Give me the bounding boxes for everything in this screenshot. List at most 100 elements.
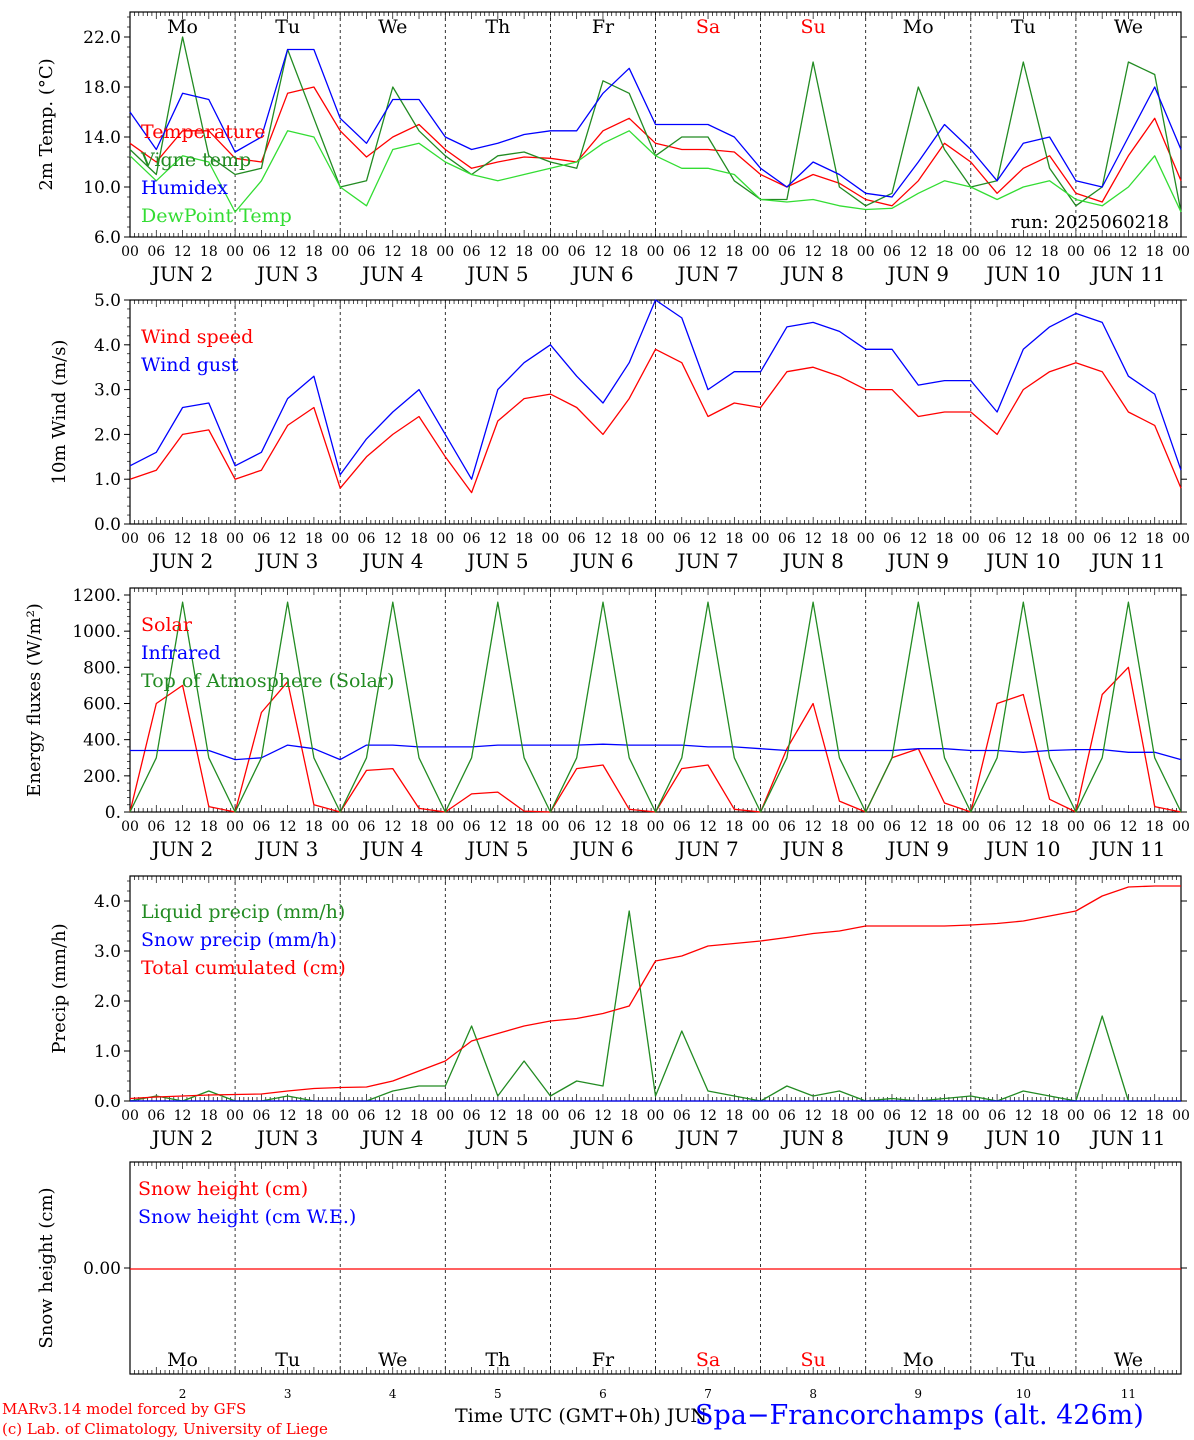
hour-tick-label: 00 (121, 531, 139, 547)
y-tick-label: 14.0 (83, 128, 121, 148)
weekday-label: Tu (1011, 1349, 1036, 1371)
hour-tick-label: 18 (831, 819, 849, 835)
legend-entry: Snow height (cm) (138, 1178, 308, 1200)
legend-entry: Top of Atmosphere (Solar) (141, 670, 394, 692)
panel-3 (124, 587, 1187, 813)
hour-tick-label: 18 (1146, 819, 1164, 835)
hour-tick-label: 06 (358, 531, 376, 547)
panel-frame (129, 587, 1182, 813)
date-label: JUN 6 (570, 549, 633, 573)
date-label: JUN 3 (255, 837, 318, 861)
hour-tick-label: 00 (962, 531, 980, 547)
date-label: JUN 3 (255, 549, 318, 573)
hour-tick-label: 12 (489, 1108, 507, 1124)
y-tick-label: 0. (105, 803, 121, 823)
date-label: JUN 9 (886, 549, 949, 573)
date-label: JUN 8 (780, 837, 843, 861)
weekday-label: Su (801, 1349, 826, 1371)
date-label: JUN 7 (675, 262, 738, 286)
hour-tick-label: 00 (647, 1108, 665, 1124)
hour-tick-label: 12 (804, 819, 822, 835)
panel-frame (129, 299, 1182, 525)
hour-tick-label: 12 (1014, 531, 1032, 547)
date-label: JUN 2 (150, 549, 213, 573)
hour-tick-label: 12 (174, 1108, 192, 1124)
hour-tick-label: 00 (121, 1108, 139, 1124)
hour-tick-label: 06 (988, 819, 1006, 835)
legend-entry: Humidex (141, 177, 228, 199)
hour-tick-label: 06 (147, 819, 165, 835)
hour-tick-label: 12 (1014, 819, 1032, 835)
series-line-dewpoint-temp (129, 130, 1182, 213)
hour-tick-label: 18 (200, 1108, 218, 1124)
hour-tick-label: 06 (358, 819, 376, 835)
hour-tick-label: 12 (594, 531, 612, 547)
series-line-humidex (129, 48, 1182, 198)
hour-tick-label: 18 (410, 819, 428, 835)
hour-tick-label: 00 (436, 244, 454, 260)
y-tick-label: 6.0 (94, 228, 121, 248)
y-axis-label: Precip (mm/h) (49, 923, 70, 1053)
hour-tick-label: 00 (331, 531, 349, 547)
hour-tick-label: 00 (962, 819, 980, 835)
day-number-label: 11 (1121, 1387, 1136, 1401)
legend-entry: Temperature (141, 121, 265, 143)
legend-entry: Liquid precip (mm/h) (141, 901, 345, 923)
hour-tick-label: 18 (725, 531, 743, 547)
hour-tick-label: 18 (410, 531, 428, 547)
weekday-label: We (378, 16, 407, 38)
hour-tick-label: 12 (489, 244, 507, 260)
date-label: JUN 7 (675, 837, 738, 861)
date-label: JUN 3 (255, 1126, 318, 1150)
date-label: JUN 7 (675, 1126, 738, 1150)
hour-tick-label: 06 (463, 244, 481, 260)
weekday-label: Tu (1011, 16, 1036, 38)
hour-tick-label: 06 (778, 244, 796, 260)
series-line-infrared (130, 743, 1182, 761)
y-tick-label: 1000. (72, 622, 121, 642)
hour-tick-label: 00 (1172, 244, 1190, 260)
date-label: JUN 11 (1089, 837, 1165, 861)
hour-tick-label: 12 (699, 1108, 717, 1124)
legend-entry: Vigne temp (140, 149, 251, 171)
hour-tick-label: 06 (673, 1108, 691, 1124)
hour-tick-label: 12 (1120, 1108, 1138, 1124)
y-axis-label: Energy fluxes (W/m²) (24, 603, 45, 797)
hour-tick-label: 00 (121, 819, 139, 835)
date-label: JUN 4 (360, 837, 423, 861)
hour-tick-label: 06 (147, 1108, 165, 1124)
hour-tick-label: 00 (331, 1108, 349, 1124)
hour-tick-label: 00 (647, 819, 665, 835)
hour-tick-label: 12 (174, 531, 192, 547)
hour-tick-label: 12 (489, 531, 507, 547)
hour-tick-label: 06 (568, 244, 586, 260)
date-label: JUN 5 (465, 549, 528, 573)
y-tick-label: 2.0 (94, 992, 121, 1012)
date-label: JUN 3 (255, 262, 318, 286)
hour-tick-label: 00 (436, 1108, 454, 1124)
hour-tick-label: 18 (936, 244, 954, 260)
y-tick-label: 0.0 (94, 1092, 121, 1112)
y-tick-label: 4.0 (94, 336, 121, 356)
hour-tick-label: 06 (673, 531, 691, 547)
hour-tick-label: 00 (1067, 531, 1085, 547)
weekday-label: Fr (592, 16, 615, 38)
legend-entry: Total cumulated (cm) (141, 957, 346, 979)
weekday-label: Mo (167, 16, 198, 38)
hour-tick-label: 06 (883, 1108, 901, 1124)
y-tick-label: 18.0 (83, 78, 121, 98)
date-label: JUN 10 (984, 262, 1060, 286)
hour-tick-label: 00 (226, 531, 244, 547)
series-line-total-cumulated-cm- (129, 885, 1181, 1100)
weekday-label: Mo (903, 1349, 934, 1371)
hour-tick-label: 18 (725, 1108, 743, 1124)
hour-tick-label: 00 (962, 1108, 980, 1124)
y-tick-label: 3.0 (94, 381, 121, 401)
hour-tick-label: 18 (1041, 1108, 1059, 1124)
day-number-label: 9 (914, 1387, 922, 1401)
hour-tick-label: 06 (358, 244, 376, 260)
hour-tick-label: 12 (909, 819, 927, 835)
legend-entry: Snow precip (mm/h) (141, 929, 337, 951)
series-line-liquid-precip-mm-h- (129, 910, 1181, 1102)
legend-entry: Solar (141, 614, 193, 636)
